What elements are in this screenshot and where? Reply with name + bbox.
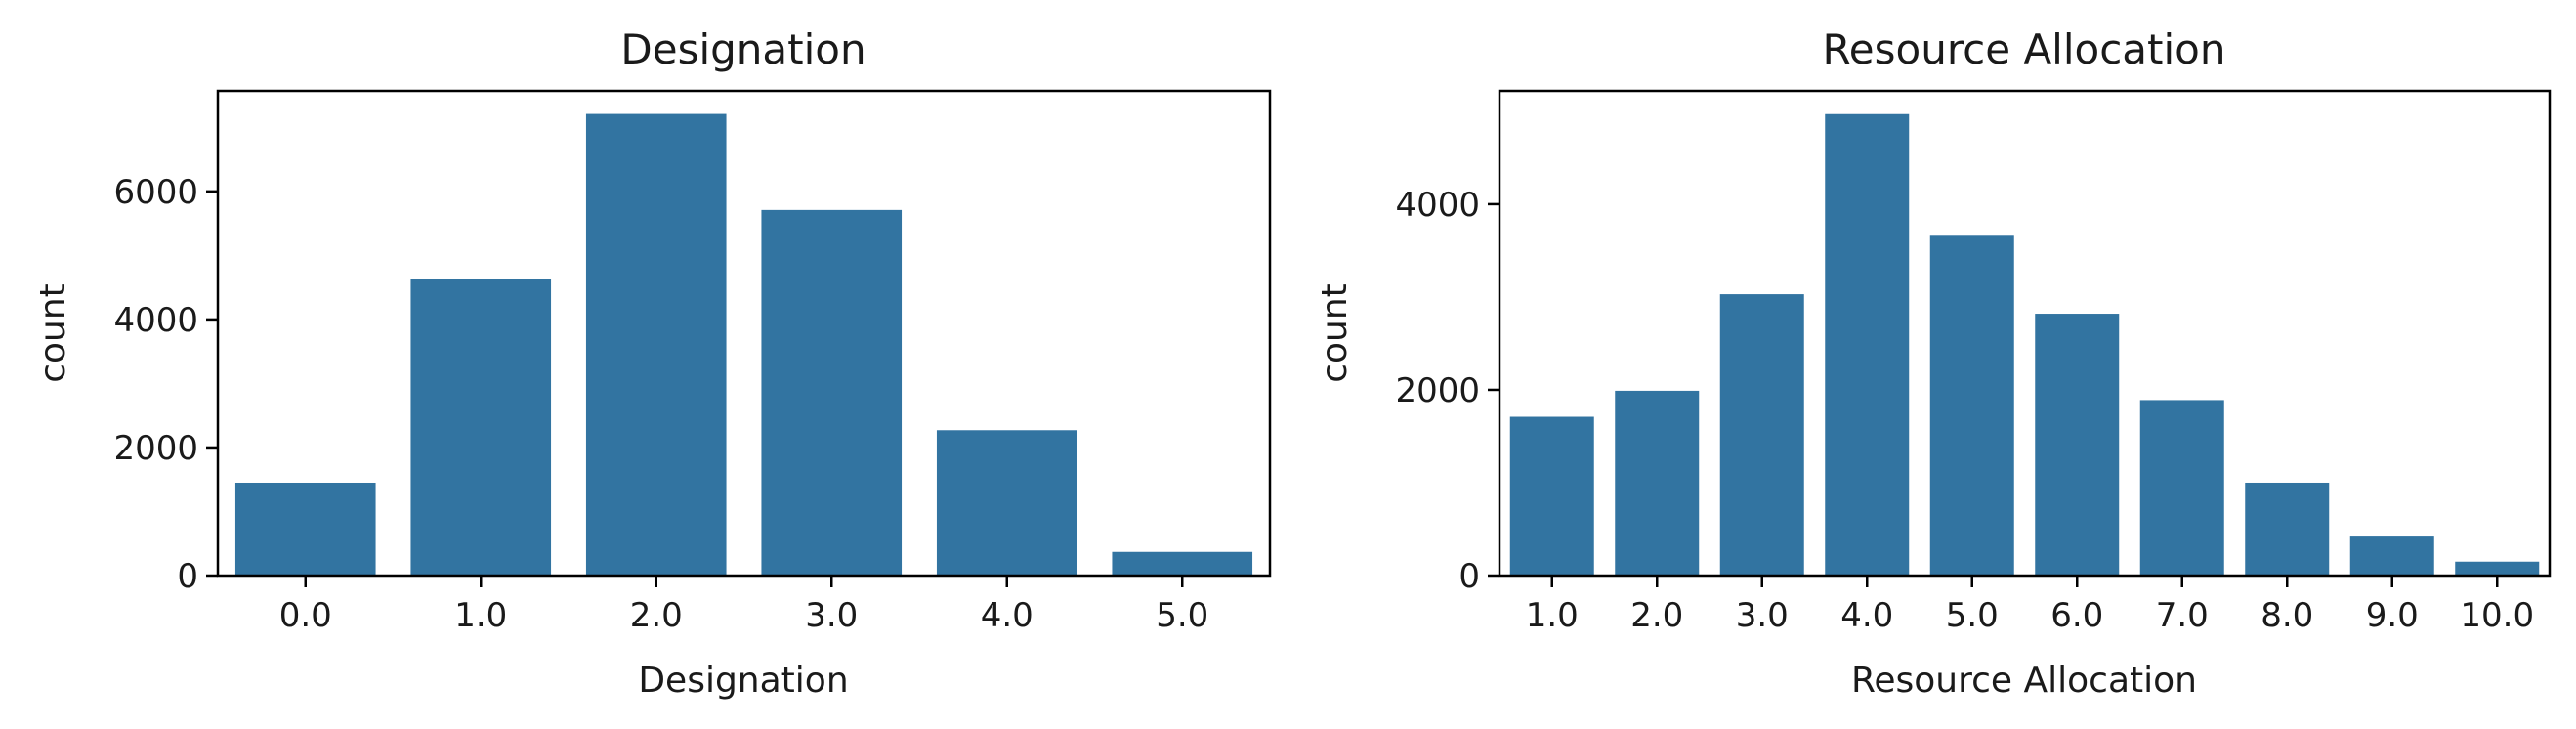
y-tick-label: 4000 xyxy=(113,301,198,340)
bar-1.0 xyxy=(1509,416,1594,576)
chart-title: Designation xyxy=(620,25,866,73)
y-ticks: 0 2000 4000 xyxy=(1395,186,1499,596)
x-tick-label: 3.0 xyxy=(805,596,858,635)
bar-3.0 xyxy=(1719,294,1804,576)
bar-2.0 xyxy=(1615,390,1700,576)
resource-allocation-chart: Resource Allocation 0 2000 4000 1.0 2.0 3.0 4… xyxy=(1315,25,2552,701)
x-axis-label: Resource Allocation xyxy=(1851,661,2197,701)
x-axis-label: Designation xyxy=(638,661,848,701)
bar-6.0 xyxy=(2035,314,2120,576)
x-tick-label: 7.0 xyxy=(2156,596,2209,635)
x-tick-label: 1.0 xyxy=(454,596,507,635)
y-tick-label: 4000 xyxy=(1395,186,1480,225)
bars xyxy=(1509,113,2540,576)
x-tick-label: 5.0 xyxy=(1156,596,1208,635)
chart-title: Resource Allocation xyxy=(1822,25,2225,73)
bar-10.0 xyxy=(2455,561,2540,576)
x-tick-label: 8.0 xyxy=(2260,596,2313,635)
bar-9.0 xyxy=(2349,536,2434,576)
y-tick-label: 0 xyxy=(177,557,198,596)
y-tick-label: 2000 xyxy=(1395,371,1480,410)
bar-8.0 xyxy=(2245,482,2330,576)
bars xyxy=(234,113,1253,577)
x-tick-label: 10.0 xyxy=(2460,596,2534,635)
y-tick-label: 0 xyxy=(1458,557,1480,596)
bar-5.0 xyxy=(1929,235,2014,576)
y-ticks: 0 2000 4000 6000 xyxy=(113,173,218,596)
x-tick-label: 9.0 xyxy=(2366,596,2419,635)
y-tick-label: 2000 xyxy=(113,429,198,468)
x-tick-label: 5.0 xyxy=(1946,596,1999,635)
x-tick-label: 3.0 xyxy=(1736,596,1789,635)
x-tick-label: 2.0 xyxy=(630,596,683,635)
bar-5.0 xyxy=(1112,551,1253,576)
y-tick-label: 6000 xyxy=(113,173,198,212)
plot-frame xyxy=(1498,89,2552,578)
x-tick-label: 0.0 xyxy=(279,596,332,635)
x-tick-label: 2.0 xyxy=(1630,596,1683,635)
bar-3.0 xyxy=(761,209,903,576)
y-axis-label: count xyxy=(1315,283,1355,383)
plot-frame xyxy=(216,89,1272,578)
bar-2.0 xyxy=(585,113,727,577)
bar-1.0 xyxy=(410,279,552,576)
y-axis-label: count xyxy=(33,283,73,383)
x-tick-label: 1.0 xyxy=(1526,596,1579,635)
bar-4.0 xyxy=(1825,113,1910,576)
bar-4.0 xyxy=(936,430,1077,576)
x-ticks: 0.0 1.0 2.0 3.0 4.0 5.0 xyxy=(279,576,1208,635)
x-tick-label: 4.0 xyxy=(1840,596,1893,635)
designation-chart: Designation 0 2000 4000 6000 0.0 1.0 2.0 3.0 4.… xyxy=(33,25,1272,701)
x-ticks: 1.0 2.0 3.0 4.0 5.0 6.0 7.0 8.0 9.0 10.0 xyxy=(1526,576,2534,635)
bar-0.0 xyxy=(234,482,376,576)
x-tick-label: 6.0 xyxy=(2050,596,2103,635)
x-tick-label: 4.0 xyxy=(981,596,1034,635)
bar-7.0 xyxy=(2139,400,2224,576)
